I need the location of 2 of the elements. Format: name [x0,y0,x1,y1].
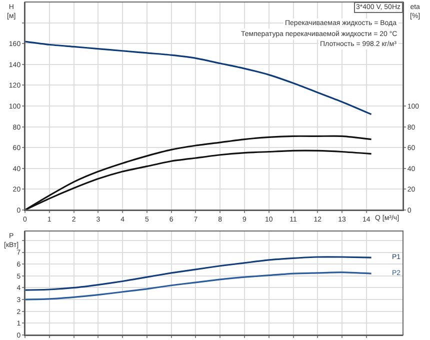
line-series [25,256,372,291]
line-series [25,272,372,300]
